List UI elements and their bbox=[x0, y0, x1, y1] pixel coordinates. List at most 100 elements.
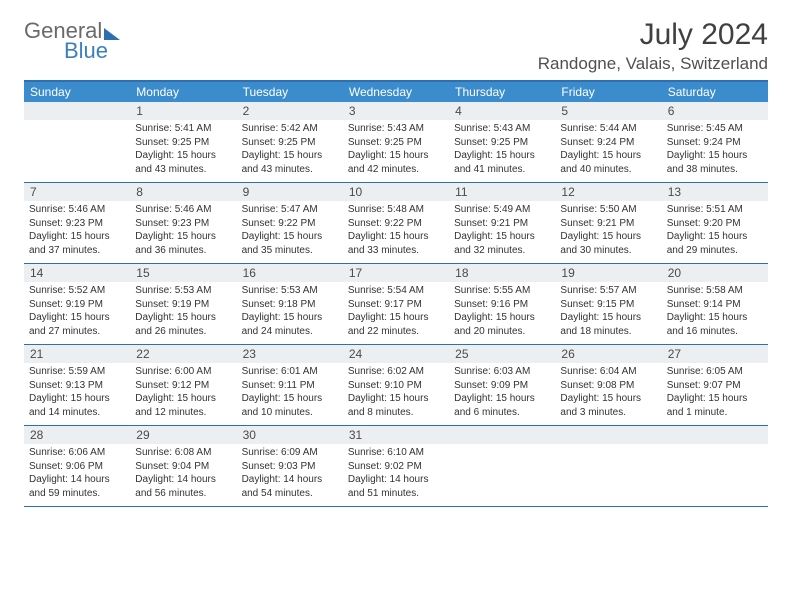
day-cell bbox=[662, 444, 768, 506]
day-cell: Sunrise: 6:05 AMSunset: 9:07 PMDaylight:… bbox=[662, 363, 768, 425]
sunrise-text: Sunrise: 5:46 AM bbox=[29, 203, 125, 217]
day-cell: Sunrise: 6:08 AMSunset: 9:04 PMDaylight:… bbox=[130, 444, 236, 506]
week-body-row: Sunrise: 5:46 AM Sunset: 9:23 PM Daylight:… bbox=[24, 201, 768, 264]
day-number: 17 bbox=[343, 264, 449, 282]
sunrise-text: Sunrise: 5:57 AM bbox=[560, 284, 656, 298]
day-number: 31 bbox=[343, 426, 449, 444]
sunset-text: Sunset: 9:24 PM bbox=[560, 136, 656, 150]
day-number bbox=[662, 426, 768, 444]
weeks-container: 123456Sunrise: 5:41 AMSunset: 9:25 PMDay… bbox=[24, 102, 768, 507]
sunrise-text: Sunrise: 5:45 AM bbox=[667, 122, 763, 136]
day-cell: Sunrise: 5:57 AMSunset: 9:15 PMDaylight:… bbox=[555, 282, 661, 344]
sunset-text: Sunset: 9:03 PM bbox=[242, 460, 338, 474]
day-cell: Sunrise: 6:01 AMSunset: 9:11 PMDaylight:… bbox=[237, 363, 343, 425]
day-cell: Sunrise: 6:04 AMSunset: 9:08 PMDaylight:… bbox=[555, 363, 661, 425]
day-number: 20 bbox=[662, 264, 768, 282]
sunrise-text: Sunrise: 5:55 AM bbox=[454, 284, 550, 298]
sunrise-text: Sunrise: 6:09 AM bbox=[242, 446, 338, 460]
dow-thursday: Thursday bbox=[449, 82, 555, 102]
day-number: 4 bbox=[449, 102, 555, 120]
day-cell: Sunrise: 5:47 AMSunset: 9:22 PMDaylight:… bbox=[237, 201, 343, 263]
daylight-text: Daylight: 15 hours and 41 minutes. bbox=[454, 149, 550, 176]
sunrise-text: Sunrise: 5:58 AM bbox=[667, 284, 763, 298]
location: Randogne, Valais, Switzerland bbox=[538, 54, 768, 74]
daylight-text: Daylight: 15 hours and 22 minutes. bbox=[348, 311, 444, 338]
logo: GeneralBlue bbox=[24, 18, 120, 64]
sunset-text: Sunset: 9:02 PM bbox=[348, 460, 444, 474]
sunrise-text: Sunrise: 5:43 AM bbox=[348, 122, 444, 136]
day-cell: Sunrise: 5:59 AMSunset: 9:13 PMDaylight:… bbox=[24, 363, 130, 425]
daylight-text: Daylight: 15 hours and 16 minutes. bbox=[667, 311, 763, 338]
sunset-text: Sunset: 9:25 PM bbox=[135, 136, 231, 150]
day-cell bbox=[449, 444, 555, 506]
day-number: 8 bbox=[130, 183, 236, 201]
daylight-text: Daylight: 15 hours and 29 minutes. bbox=[667, 230, 763, 257]
sunrise-text: Sunrise: 5:42 AM bbox=[242, 122, 338, 136]
day-cell: Sunrise: 5:50 AMSunset: 9:21 PMDaylight:… bbox=[555, 201, 661, 263]
sunset-text: Sunset: 9:23 PM bbox=[135, 217, 231, 231]
daylight-text: Daylight: 15 hours and 8 minutes. bbox=[348, 392, 444, 419]
sunrise-text: Sunrise: 5:59 AM bbox=[29, 365, 125, 379]
day-cell: Sunrise: 5:53 AMSunset: 9:19 PMDaylight:… bbox=[130, 282, 236, 344]
daylight-text: Daylight: 15 hours and 43 minutes. bbox=[135, 149, 231, 176]
day-of-week-row: Sunday Monday Tuesday Wednesday Thursday… bbox=[24, 82, 768, 102]
daylight-text: Daylight: 14 hours and 56 minutes. bbox=[135, 473, 231, 500]
day-number: 24 bbox=[343, 345, 449, 363]
daylight-text: Daylight: 15 hours and 20 minutes. bbox=[454, 311, 550, 338]
sunrise-text: Sunrise: 6:02 AM bbox=[348, 365, 444, 379]
sunset-text: Sunset: 9:17 PM bbox=[348, 298, 444, 312]
dow-wednesday: Wednesday bbox=[343, 82, 449, 102]
sunrise-text: Sunrise: 5:54 AM bbox=[348, 284, 444, 298]
sunrise-text: Sunrise: 5:53 AM bbox=[135, 284, 231, 298]
day-number bbox=[449, 426, 555, 444]
day-number: 6 bbox=[662, 102, 768, 120]
sunset-text: Sunset: 9:25 PM bbox=[454, 136, 550, 150]
day-cell: Sunrise: 5:54 AMSunset: 9:17 PMDaylight:… bbox=[343, 282, 449, 344]
day-number: 12 bbox=[555, 183, 661, 201]
day-number: 21 bbox=[24, 345, 130, 363]
day-number: 25 bbox=[449, 345, 555, 363]
sunset-text: Sunset: 9:12 PM bbox=[135, 379, 231, 393]
day-cell: Sunrise: 6:06 AMSunset: 9:06 PMDaylight:… bbox=[24, 444, 130, 506]
sunset-text: Sunset: 9:19 PM bbox=[29, 298, 125, 312]
week-body-row: Sunrise: 5:52 AMSunset: 9:19 PMDaylight:… bbox=[24, 282, 768, 345]
daylight-text: Daylight: 15 hours and 26 minutes. bbox=[135, 311, 231, 338]
day-cell: Sunrise: 5:52 AMSunset: 9:19 PMDaylight:… bbox=[24, 282, 130, 344]
daylight-text: Daylight: 14 hours and 51 minutes. bbox=[348, 473, 444, 500]
daylight-text: Daylight: 15 hours and 40 minutes. bbox=[560, 149, 656, 176]
sunrise-text: Sunrise: 6:03 AM bbox=[454, 365, 550, 379]
sunrise-text: Sunrise: 6:08 AM bbox=[135, 446, 231, 460]
day-cell: Sunrise: 5:48 AMSunset: 9:22 PMDaylight:… bbox=[343, 201, 449, 263]
daylight-text: Daylight: 15 hours and 32 minutes. bbox=[454, 230, 550, 257]
day-number: 16 bbox=[237, 264, 343, 282]
day-number bbox=[24, 102, 130, 120]
sunset-text: Sunset: 9:11 PM bbox=[242, 379, 338, 393]
daylight-text: Daylight: 14 hours and 54 minutes. bbox=[242, 473, 338, 500]
day-number: 22 bbox=[130, 345, 236, 363]
day-number: 19 bbox=[555, 264, 661, 282]
sunrise-text: Sunrise: 5:48 AM bbox=[348, 203, 444, 217]
day-cell bbox=[555, 444, 661, 506]
logo-text-2: Blue bbox=[64, 38, 120, 64]
day-cell: Sunrise: 5:53 AMSunset: 9:18 PMDaylight:… bbox=[237, 282, 343, 344]
daylight-text: Daylight: 15 hours and 10 minutes. bbox=[242, 392, 338, 419]
day-number: 18 bbox=[449, 264, 555, 282]
day-number: 9 bbox=[237, 183, 343, 201]
sunset-text: Sunset: 9:10 PM bbox=[348, 379, 444, 393]
daylight-text: Daylight: 15 hours and 14 minutes. bbox=[29, 392, 125, 419]
sunset-text: Sunset: 9:24 PM bbox=[667, 136, 763, 150]
sunrise-text: Sunrise: 5:50 AM bbox=[560, 203, 656, 217]
sunrise-text: Sunrise: 5:43 AM bbox=[454, 122, 550, 136]
sunset-text: Sunset: 9:07 PM bbox=[667, 379, 763, 393]
header: GeneralBlue July 2024 Randogne, Valais, … bbox=[24, 18, 768, 74]
dow-saturday: Saturday bbox=[662, 82, 768, 102]
day-number: 23 bbox=[237, 345, 343, 363]
daylight-text: Daylight: 15 hours and 24 minutes. bbox=[242, 311, 338, 338]
sunset-text: Sunset: 9:21 PM bbox=[560, 217, 656, 231]
sunset-text: Sunset: 9:16 PM bbox=[454, 298, 550, 312]
daylight-text: Daylight: 15 hours and 42 minutes. bbox=[348, 149, 444, 176]
daylight-text: Daylight: 15 hours and 6 minutes. bbox=[454, 392, 550, 419]
sunset-text: Sunset: 9:09 PM bbox=[454, 379, 550, 393]
sunset-text: Sunset: 9:08 PM bbox=[560, 379, 656, 393]
sunset-text: Sunset: 9:06 PM bbox=[29, 460, 125, 474]
